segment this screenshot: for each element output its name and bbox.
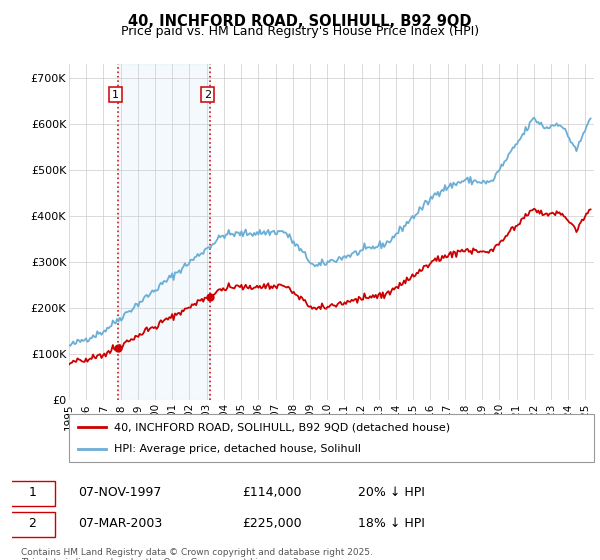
Text: £114,000: £114,000 [242, 486, 302, 500]
Text: 1: 1 [28, 486, 36, 500]
Text: 1: 1 [112, 90, 119, 100]
Text: HPI: Average price, detached house, Solihull: HPI: Average price, detached house, Soli… [113, 444, 361, 454]
Text: 40, INCHFORD ROAD, SOLIHULL, B92 9QD: 40, INCHFORD ROAD, SOLIHULL, B92 9QD [128, 14, 472, 29]
Text: 07-NOV-1997: 07-NOV-1997 [78, 486, 161, 500]
Text: Contains HM Land Registry data © Crown copyright and database right 2025.
This d: Contains HM Land Registry data © Crown c… [21, 548, 373, 560]
Text: 18% ↓ HPI: 18% ↓ HPI [358, 517, 424, 530]
Text: £225,000: £225,000 [242, 517, 302, 530]
Bar [118, 64, 210, 400]
FancyBboxPatch shape [9, 481, 55, 506]
FancyBboxPatch shape [69, 414, 594, 462]
Text: 40, INCHFORD ROAD, SOLIHULL, B92 9QD (detached house): 40, INCHFORD ROAD, SOLIHULL, B92 9QD (de… [113, 422, 450, 432]
Text: Price paid vs. HM Land Registry's House Price Index (HPI): Price paid vs. HM Land Registry's House … [121, 25, 479, 38]
Text: 20% ↓ HPI: 20% ↓ HPI [358, 486, 424, 500]
Text: 07-MAR-2003: 07-MAR-2003 [78, 517, 163, 530]
Text: 2: 2 [203, 90, 211, 100]
FancyBboxPatch shape [9, 512, 55, 537]
Text: 2: 2 [28, 517, 36, 530]
